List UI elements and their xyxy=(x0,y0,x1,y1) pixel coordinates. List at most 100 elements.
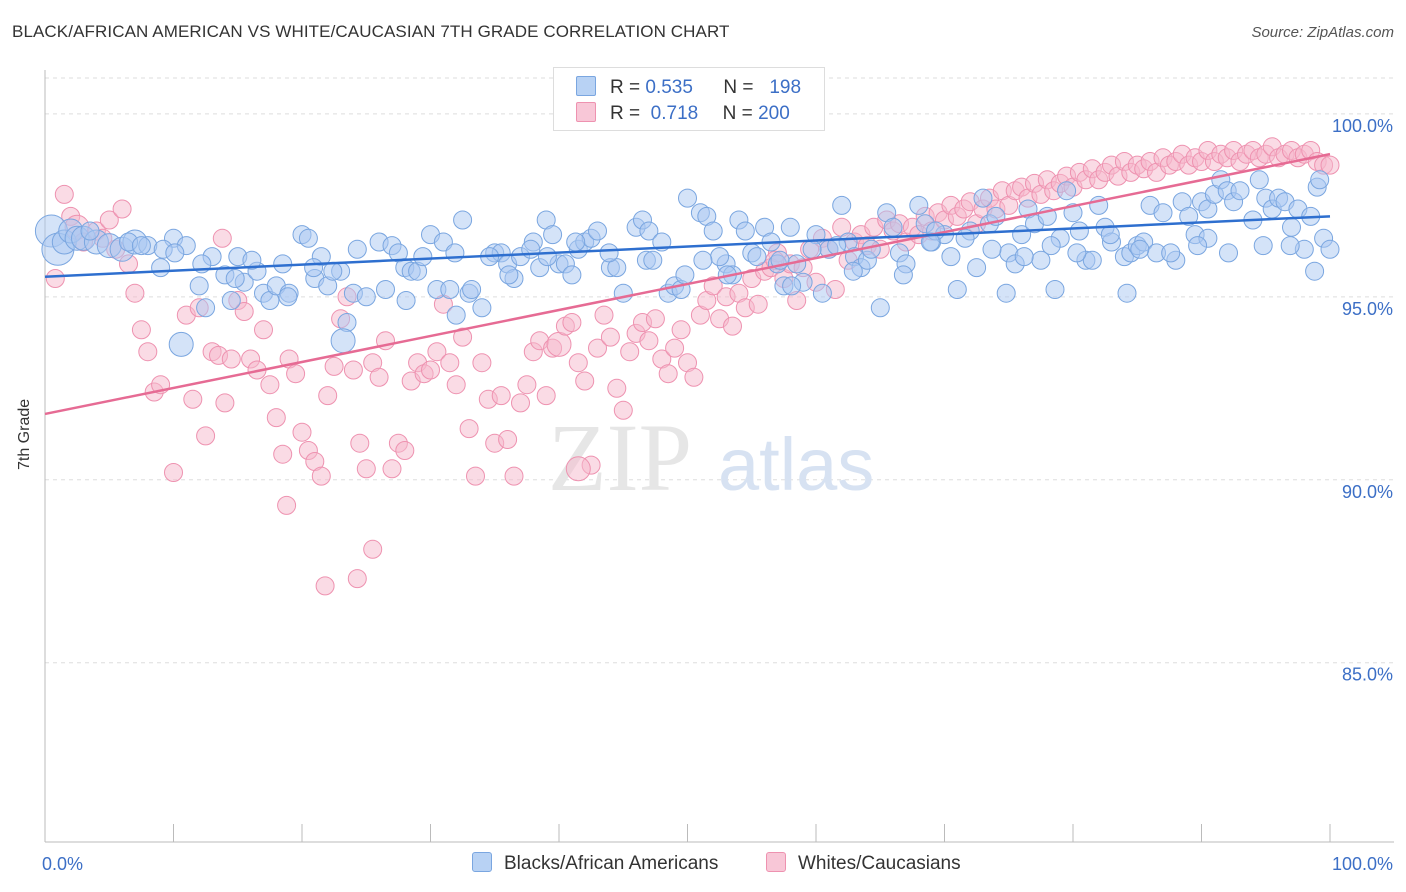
point-whites xyxy=(234,302,254,321)
point-blacks xyxy=(780,217,800,237)
axes xyxy=(44,70,1394,843)
point-blacks xyxy=(165,243,185,263)
point-whites xyxy=(440,353,460,373)
point-blacks xyxy=(675,265,695,285)
trend-lines xyxy=(44,152,1331,416)
point-blacks xyxy=(909,195,929,215)
point-whites xyxy=(546,331,572,357)
point-blacks xyxy=(298,228,318,248)
point-whites xyxy=(588,338,607,358)
point-blacks xyxy=(1320,239,1340,259)
point-blacks xyxy=(812,283,832,303)
series-name-whites: Whites/Caucasians xyxy=(798,853,961,874)
point-blacks xyxy=(168,331,194,357)
point-blacks xyxy=(747,247,767,267)
point-blacks xyxy=(639,221,659,241)
point-whites xyxy=(491,386,511,406)
point-whites xyxy=(453,327,473,347)
point-whites xyxy=(575,371,595,391)
point-whites xyxy=(260,375,280,395)
point-blacks xyxy=(1280,236,1300,256)
point-whites xyxy=(131,320,151,340)
point-blacks xyxy=(1117,283,1137,303)
legend-n-label: N = xyxy=(722,103,753,124)
correlation-legend: R = 0.535 N = 198 R = 0.718 N = 200 xyxy=(553,67,825,131)
point-blacks xyxy=(843,261,863,281)
point-whites xyxy=(356,459,376,479)
point-blacks xyxy=(870,298,890,318)
legend-row-blacks: R = 0.535 N = 198 xyxy=(576,76,801,100)
y-tick-label: 90.0% xyxy=(1342,482,1393,502)
point-whites xyxy=(1320,155,1340,175)
point-blacks xyxy=(920,232,940,252)
legend-r-label: R = xyxy=(610,103,641,124)
point-whites xyxy=(221,349,241,369)
point-blacks xyxy=(80,221,100,241)
point-blacks xyxy=(543,225,563,245)
point-whites xyxy=(466,466,485,486)
point-whites xyxy=(472,353,492,373)
point-blacks xyxy=(599,243,619,263)
watermark-zip: ZIP xyxy=(548,404,692,511)
point-blacks xyxy=(1041,236,1061,256)
point-blacks xyxy=(347,239,367,259)
point-whites xyxy=(459,419,479,439)
point-blacks xyxy=(1082,250,1102,270)
point-whites xyxy=(504,466,524,486)
watermark-atlas: atlas xyxy=(718,423,874,506)
point-whites xyxy=(748,294,768,314)
trend-line-whites xyxy=(44,152,1331,416)
point-whites xyxy=(427,342,447,362)
point-whites xyxy=(277,495,297,515)
point-blacks xyxy=(1161,243,1181,263)
point-blacks xyxy=(1310,170,1330,190)
point-blacks xyxy=(1045,280,1065,299)
point-whites xyxy=(54,184,74,204)
point-whites xyxy=(343,360,363,380)
point-blacks xyxy=(703,221,723,241)
point-blacks xyxy=(1219,243,1238,263)
point-blacks xyxy=(356,287,376,307)
point-whites xyxy=(183,389,203,409)
point-whites xyxy=(347,569,367,589)
point-blacks xyxy=(196,298,216,318)
point-blacks xyxy=(1230,181,1250,201)
point-blacks xyxy=(242,250,262,270)
point-whites xyxy=(684,367,704,387)
legend-swatch-blue xyxy=(576,76,596,96)
point-blacks xyxy=(278,287,298,307)
legend-n-value: 200 xyxy=(758,103,790,124)
point-blacks xyxy=(566,232,586,252)
point-blacks xyxy=(832,195,852,215)
point-whites xyxy=(562,313,582,332)
point-whites xyxy=(45,269,65,288)
point-blacks xyxy=(445,243,465,263)
legend-row-whites: R = 0.718 N = 200 xyxy=(576,102,790,126)
point-whites xyxy=(421,360,440,380)
chart-title: BLACK/AFRICAN AMERICAN VS WHITE/CAUCASIA… xyxy=(12,22,730,41)
legend-swatch-blue xyxy=(472,852,492,872)
point-whites xyxy=(639,331,659,351)
point-blacks xyxy=(982,239,1002,259)
point-blacks xyxy=(151,258,171,278)
point-whites xyxy=(112,199,132,219)
point-blacks xyxy=(1069,221,1089,241)
point-whites xyxy=(395,441,415,460)
point-blacks xyxy=(1305,261,1325,281)
point-whites xyxy=(363,539,383,559)
point-blacks xyxy=(330,328,356,354)
point-whites xyxy=(568,353,588,373)
point-whites xyxy=(215,393,235,413)
point-blacks xyxy=(1253,236,1273,256)
point-blacks xyxy=(802,239,822,259)
point-blacks xyxy=(499,265,519,285)
point-whites xyxy=(273,444,293,464)
point-whites xyxy=(196,426,216,446)
point-blacks xyxy=(678,188,697,208)
point-whites xyxy=(594,305,614,325)
point-blacks xyxy=(1067,243,1087,263)
point-whites xyxy=(311,466,331,486)
point-blacks xyxy=(1153,203,1173,223)
point-whites xyxy=(318,386,338,406)
point-whites xyxy=(565,456,591,482)
